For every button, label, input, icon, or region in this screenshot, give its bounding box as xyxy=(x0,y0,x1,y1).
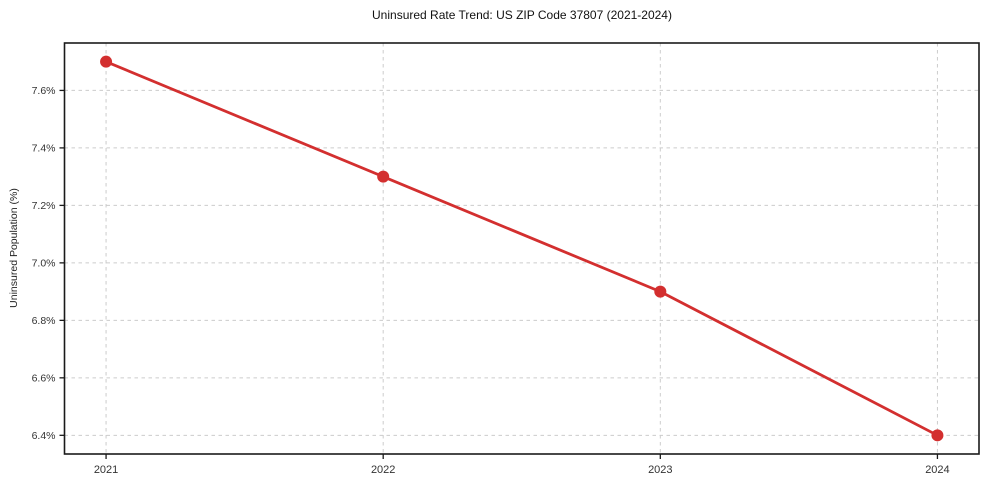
y-tick-label: 6.6% xyxy=(32,373,56,385)
y-tick-label: 6.8% xyxy=(32,315,56,327)
data-point-marker xyxy=(377,170,390,183)
data-point-marker xyxy=(654,285,667,298)
plot-border xyxy=(63,42,980,455)
x-tick-label: 2022 xyxy=(371,464,395,476)
y-tick-label: 7.4% xyxy=(32,143,56,155)
y-tick-label: 7.6% xyxy=(32,85,56,97)
y-tick-label: 6.4% xyxy=(32,430,56,442)
y-tick-label: 7.0% xyxy=(32,258,56,270)
x-tick-label: 2021 xyxy=(94,464,118,476)
data-line xyxy=(104,60,939,437)
data-point-marker xyxy=(931,429,944,442)
data-point-marker xyxy=(100,55,113,68)
x-tick-label: 2023 xyxy=(648,464,672,476)
y-tick-label: 7.2% xyxy=(32,200,56,212)
chart-title: Uninsured Rate Trend: US ZIP Code 37807 … xyxy=(372,8,672,22)
x-tick-label: 2024 xyxy=(925,464,949,476)
